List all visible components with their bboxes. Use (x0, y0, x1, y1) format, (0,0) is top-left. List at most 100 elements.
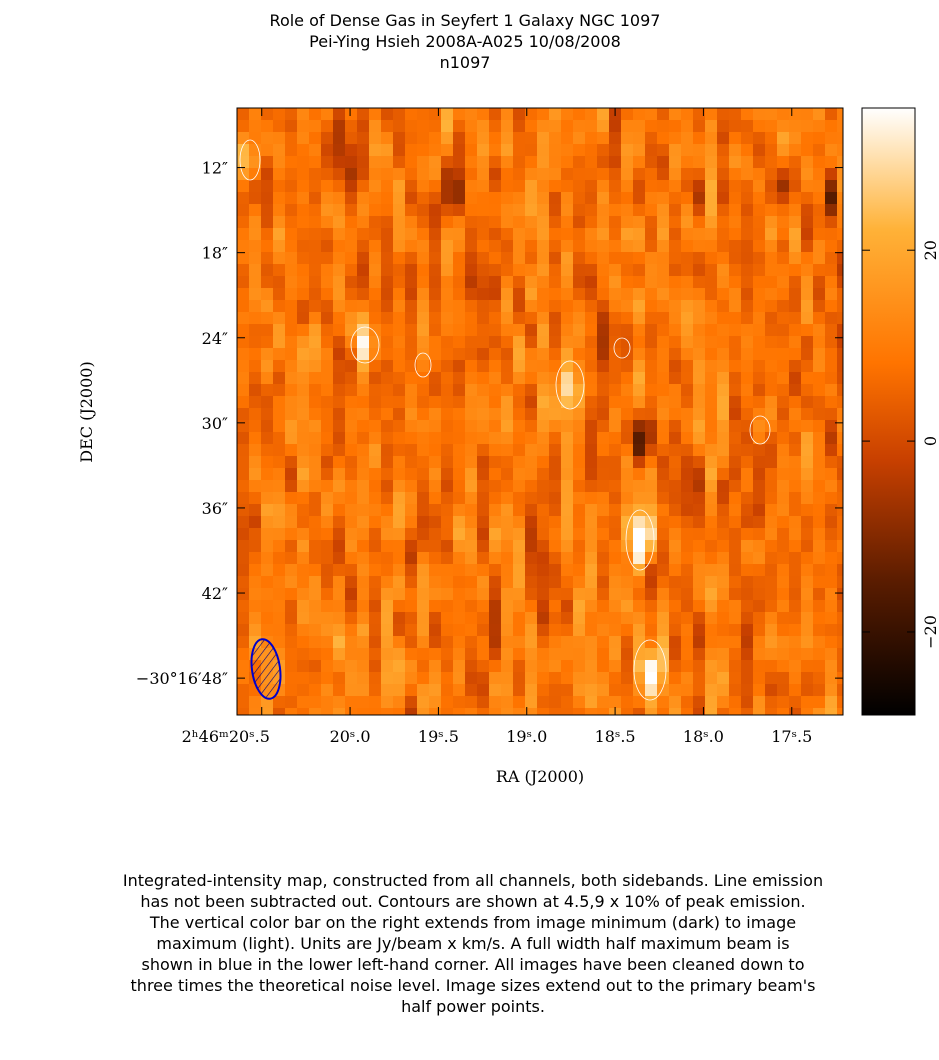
map-cell (501, 312, 514, 325)
map-cell (453, 264, 466, 277)
map-cell (549, 552, 562, 565)
map-cell (357, 636, 370, 649)
map-cell (261, 612, 274, 625)
map-cell (717, 600, 730, 613)
map-cell (669, 192, 682, 205)
map-cell (681, 684, 694, 697)
map-cell (393, 432, 406, 445)
map-cell (501, 360, 514, 373)
caption-line: three times the theoretical noise level.… (131, 976, 816, 995)
map-cell (441, 324, 454, 337)
map-cell (465, 324, 478, 337)
map-cell (309, 516, 322, 529)
map-cell (285, 180, 298, 193)
map-cell (717, 480, 730, 493)
map-cell (669, 528, 682, 541)
map-cell (393, 204, 406, 217)
map-cell (489, 264, 502, 277)
map-cell (825, 384, 838, 397)
map-cell (393, 288, 406, 301)
map-cell (669, 624, 682, 637)
map-cell (777, 252, 790, 265)
map-cell (765, 588, 778, 601)
map-cell (405, 708, 418, 715)
map-cell (777, 708, 790, 715)
map-cell (753, 420, 766, 433)
map-cell (393, 348, 406, 361)
map-cell (657, 144, 670, 157)
map-cell (633, 240, 646, 253)
map-cell (585, 240, 598, 253)
map-cell (237, 528, 250, 541)
map-cell (333, 252, 346, 265)
map-cell (669, 672, 682, 685)
map-cell (693, 216, 706, 229)
map-cell (333, 240, 346, 253)
map-cell (801, 192, 814, 205)
map-cell (813, 324, 826, 337)
map-cell (753, 444, 766, 457)
map-cell (237, 324, 250, 337)
map-cell (537, 324, 550, 337)
map-cell (777, 504, 790, 517)
map-cell (537, 468, 550, 481)
map-cell (441, 396, 454, 409)
map-cell (609, 492, 622, 505)
map-cell (297, 624, 310, 637)
map-cell (777, 480, 790, 493)
map-cell (645, 600, 658, 613)
map-cell (561, 144, 574, 157)
map-cell (465, 288, 478, 301)
map-cell (285, 672, 298, 685)
map-cell (237, 480, 250, 493)
map-cell (513, 504, 526, 517)
colorbar-tick-label: 20 (921, 240, 939, 260)
map-cell (633, 576, 646, 589)
map-cell (345, 696, 358, 709)
y-tick-label: 18″ (202, 244, 228, 263)
map-cell (333, 324, 346, 337)
map-cell (669, 384, 682, 397)
map-cell (609, 144, 622, 157)
map-cell (777, 516, 790, 529)
map-cell (813, 492, 826, 505)
map-cell (333, 276, 346, 289)
map-cell (789, 576, 802, 589)
map-cell (801, 468, 814, 481)
map-cell (513, 492, 526, 505)
map-cell (405, 180, 418, 193)
map-cell (477, 264, 490, 277)
map-cell (705, 492, 718, 505)
map-cell (813, 576, 826, 589)
map-cell (753, 348, 766, 361)
map-cell (369, 444, 382, 457)
map-cell (237, 240, 250, 253)
map-cell (381, 204, 394, 217)
map-cell (801, 288, 814, 301)
map-cell (441, 300, 454, 313)
map-cell (537, 540, 550, 553)
map-cell (765, 612, 778, 625)
map-cell (321, 456, 334, 469)
map-cell (597, 540, 610, 553)
map-cell (705, 564, 718, 577)
map-cell (597, 576, 610, 589)
map-cell (273, 276, 286, 289)
map-cell (489, 456, 502, 469)
map-cell (669, 492, 682, 505)
map-cell (453, 564, 466, 577)
map-cell (393, 660, 406, 673)
map-cell (465, 372, 478, 385)
map-cell (585, 480, 598, 493)
map-cell (681, 648, 694, 661)
map-cell (705, 660, 718, 673)
map-cell (657, 132, 670, 145)
map-cell (561, 516, 574, 529)
map-cell (285, 396, 298, 409)
map-cell (525, 384, 538, 397)
map-cell (333, 288, 346, 301)
map-cell (405, 552, 418, 565)
map-cell (705, 204, 718, 217)
map-cell (753, 396, 766, 409)
map-cell (549, 612, 562, 625)
